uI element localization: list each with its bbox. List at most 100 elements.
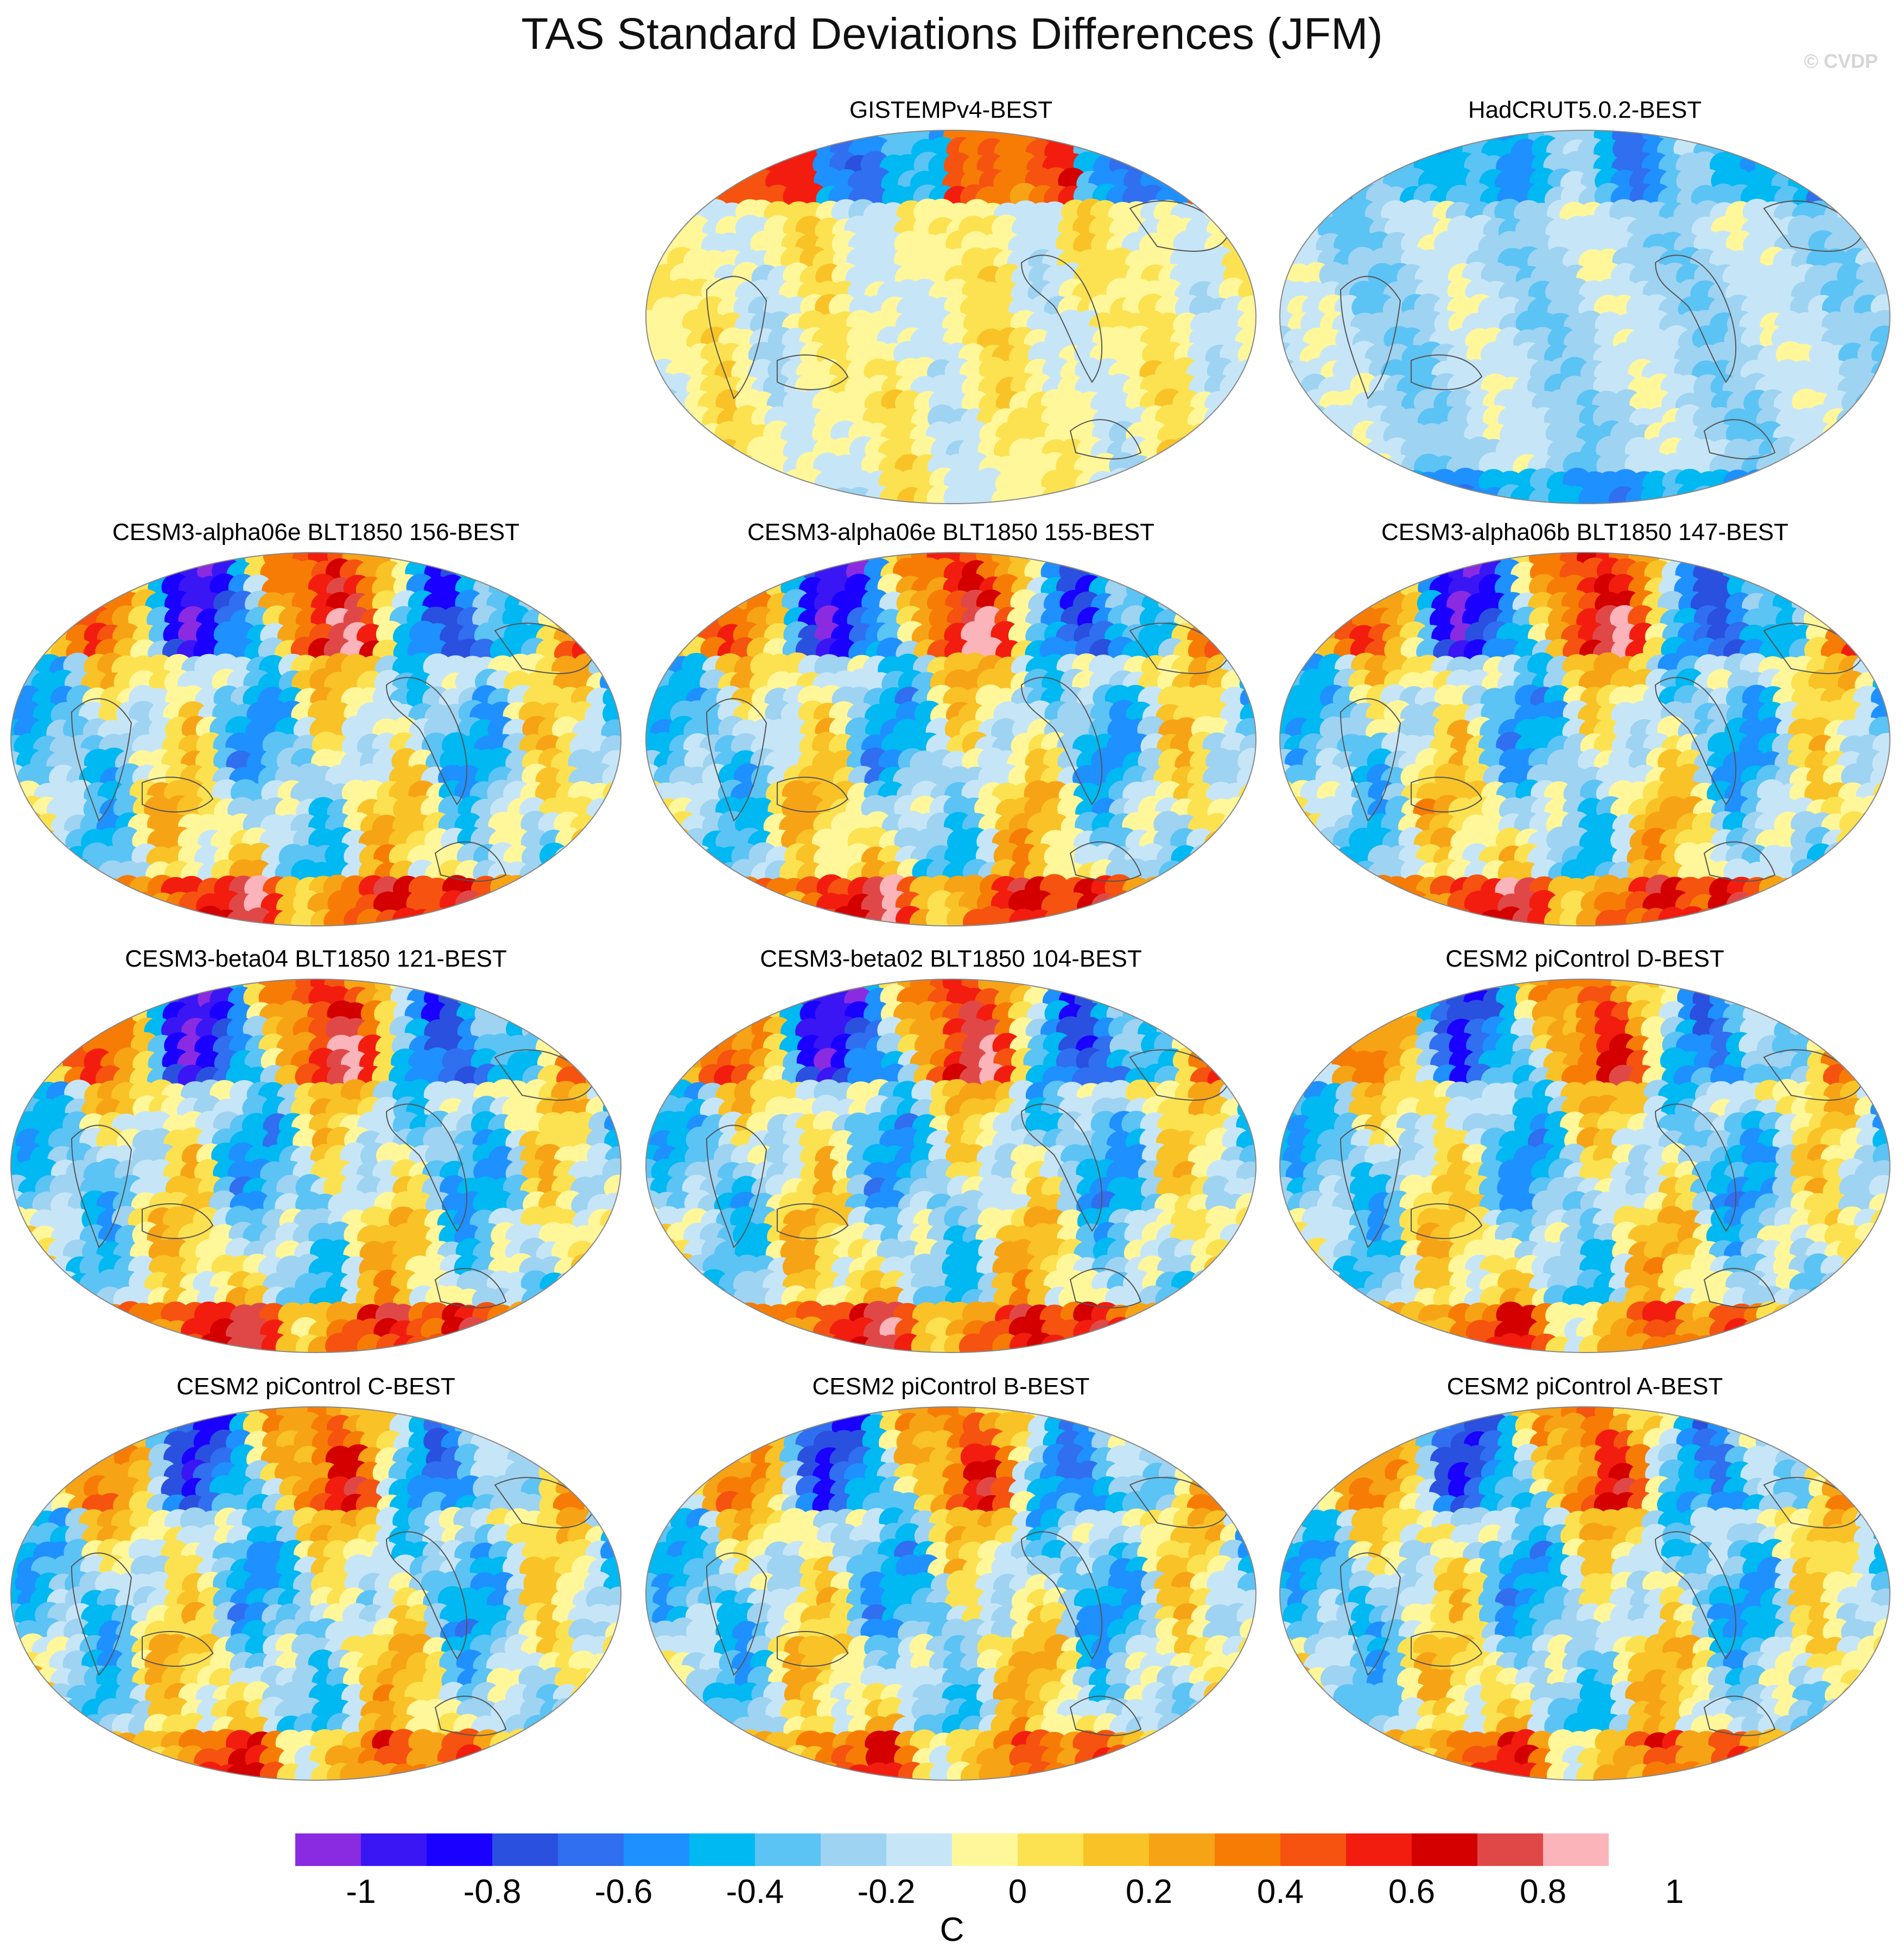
field-cell (1286, 553, 1316, 569)
field-cell (1841, 890, 1871, 917)
field-cell (1239, 138, 1256, 165)
field-cell (716, 155, 746, 182)
field-cell (1840, 553, 1870, 572)
field-cell (1240, 640, 1256, 668)
field-cell (1235, 874, 1256, 902)
field-cell (523, 909, 553, 926)
field-cell (1158, 553, 1188, 573)
field-cell (18, 1049, 48, 1076)
field-cell (30, 574, 60, 601)
field-cell (1772, 878, 1802, 905)
field-cell (11, 894, 30, 921)
field-cell (682, 910, 712, 926)
field-cell (1823, 452, 1852, 479)
field-cell (1154, 151, 1184, 179)
field-cell (1285, 152, 1315, 179)
field-cell (665, 151, 695, 179)
field-cell (646, 892, 663, 919)
field-cell (1742, 891, 1772, 919)
field-cell (1137, 891, 1167, 918)
field-cell (1237, 830, 1256, 858)
field-cell (670, 437, 700, 464)
field-cell (1757, 553, 1787, 571)
field-cell (1287, 561, 1317, 589)
field-cell (1869, 827, 1890, 854)
field-cell (1773, 455, 1803, 483)
field-cell (1137, 561, 1167, 588)
field-cell (1857, 437, 1887, 465)
credit-watermark: © CVDP (1804, 50, 1878, 72)
field-cell (1122, 472, 1152, 499)
field-cell (1155, 452, 1185, 479)
field-cell (1869, 653, 1890, 680)
field-cell (646, 436, 665, 464)
field-cell (1317, 470, 1347, 498)
field-cell (1840, 486, 1870, 504)
field-cell (646, 860, 667, 887)
field-cell (646, 130, 665, 147)
field-cell (646, 377, 665, 404)
coastline (1340, 276, 1401, 399)
field-cell (1787, 138, 1817, 166)
field-cell (1280, 154, 1297, 181)
map-panel: CESM3-alpha06e BLT1850 156-BEST (7, 519, 625, 931)
field-cell (66, 979, 96, 999)
field-cell (650, 199, 680, 227)
field-cell (1303, 423, 1332, 451)
field-cell (15, 908, 45, 926)
field-cell (1237, 605, 1256, 632)
field-cell (1852, 892, 1882, 919)
field-cell (1299, 169, 1329, 196)
field-cell (1838, 845, 1868, 873)
field-cell (16, 624, 46, 652)
field-cell (50, 589, 80, 617)
field-cell (1852, 170, 1882, 198)
field-cell (1398, 130, 1427, 148)
field-cell (1300, 575, 1330, 602)
field-cell (1869, 553, 1890, 571)
field-cell (1351, 890, 1381, 917)
field-cell (1140, 876, 1170, 904)
field-cell (503, 979, 533, 997)
field-cell (1804, 553, 1833, 569)
field-cell (719, 455, 748, 482)
field-cell (1207, 874, 1236, 902)
world-map (645, 552, 1256, 926)
field-cell (602, 907, 621, 926)
field-cell (1824, 558, 1854, 586)
field-cell (1791, 877, 1820, 905)
field-cell (1299, 561, 1329, 588)
field-cell (569, 1004, 599, 1031)
field-cell (1221, 439, 1251, 467)
coastline (385, 677, 468, 805)
field-cell (1157, 893, 1187, 921)
field-cell (666, 470, 696, 498)
field-cell (1238, 892, 1256, 919)
field-cell (1856, 553, 1886, 569)
field-cell (33, 592, 63, 619)
field-cell (16, 560, 46, 587)
field-cell (1220, 421, 1249, 449)
field-cell (1283, 878, 1313, 905)
field-cell (1222, 558, 1252, 586)
field-cell (1349, 468, 1379, 495)
field-cell (1743, 487, 1773, 504)
field-cell (1743, 907, 1773, 926)
field-cell (1789, 455, 1819, 483)
field-cell (474, 553, 504, 572)
field-cell (1138, 553, 1167, 570)
field-cell (81, 984, 111, 1012)
field-cell (1352, 452, 1382, 479)
field-cell (652, 167, 682, 194)
field-cell (667, 553, 696, 570)
field-cell (715, 908, 745, 926)
field-cell (702, 130, 732, 148)
field-cell (1870, 423, 1890, 450)
field-cell (1788, 558, 1818, 585)
field-cell (1287, 484, 1317, 504)
coastline (1020, 677, 1103, 805)
field-cell (128, 905, 157, 926)
field-cell (1175, 858, 1204, 885)
field-cell (682, 436, 712, 464)
field-cell (697, 893, 727, 920)
